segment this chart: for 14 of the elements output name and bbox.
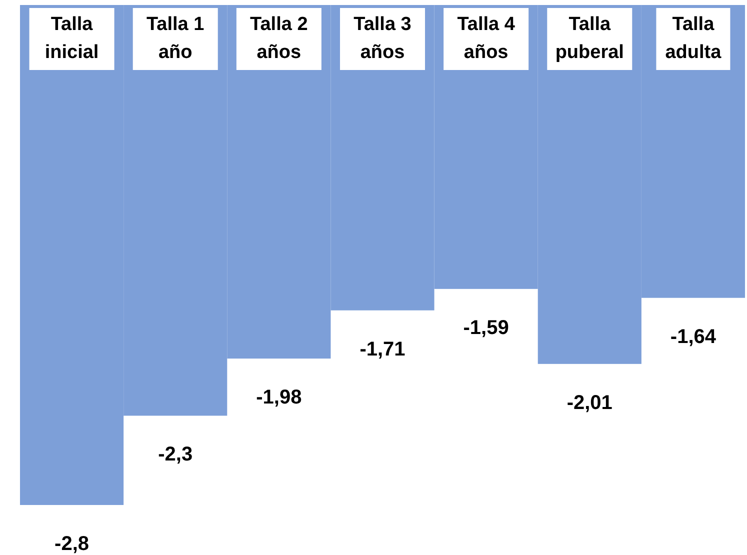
data-label: -1,64	[670, 326, 717, 348]
x-tick-label: Talla 2 años	[250, 14, 308, 63]
x-tick-label: Talla inicial	[44, 14, 99, 63]
data-label: -2,3	[158, 444, 193, 466]
x-tick-label: Talla 1 año	[146, 14, 205, 63]
data-label: -2,8	[54, 533, 90, 555]
data-label: -1,71	[360, 338, 406, 360]
x-tick-label: Talla puberal	[555, 14, 624, 63]
x-tick-label: Talla 3 años	[354, 14, 412, 63]
x-tick-label: Talla 4 años	[457, 14, 516, 63]
data-label: -2,01	[566, 392, 612, 414]
data-label: -1,98	[256, 386, 302, 409]
data-label: -1,59	[463, 316, 509, 339]
x-tick-label: Talla adulta	[665, 14, 722, 63]
